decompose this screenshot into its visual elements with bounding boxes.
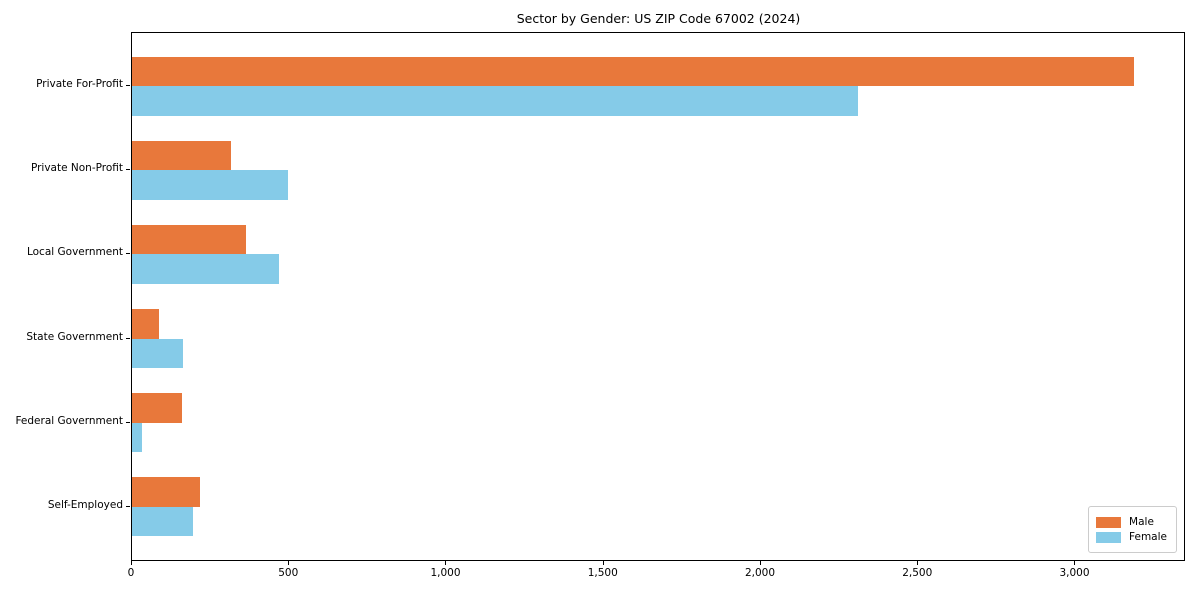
x-tick-mark	[759, 561, 761, 565]
y-tick-label: Private For-Profit	[36, 78, 123, 91]
y-tick-label: State Government	[26, 330, 123, 343]
y-tick-mark	[126, 421, 130, 423]
bar-male-0	[132, 56, 1134, 87]
legend-entry-male: Male	[1096, 516, 1167, 528]
legend-label: Male	[1129, 516, 1154, 528]
x-tick-mark	[445, 561, 447, 565]
bar-female-1	[132, 170, 288, 200]
y-tick-mark	[126, 253, 130, 255]
y-tick-label: Private Non-Profit	[30, 162, 123, 175]
legend-label: Female	[1129, 531, 1167, 543]
bar-male-2	[132, 225, 246, 255]
x-tick-mark	[288, 561, 290, 565]
x-tick-label: 1,000	[430, 567, 461, 579]
bar-female-5	[132, 506, 193, 537]
y-tick-mark	[126, 505, 130, 507]
y-tick-mark	[126, 169, 130, 171]
legend-swatch-male-icon	[1096, 516, 1122, 528]
x-tick-label: 3,000	[1059, 567, 1090, 579]
x-tick-mark	[1074, 561, 1076, 565]
x-tick-label: 500	[278, 567, 299, 579]
x-tick-mark	[602, 561, 604, 565]
x-tick-label: 2,000	[744, 567, 776, 579]
x-tick-label: 1,500	[587, 567, 618, 579]
bar-male-4	[132, 393, 182, 423]
x-tick-mark	[917, 561, 919, 565]
bar-female-3	[132, 338, 183, 368]
y-tick-mark	[126, 337, 130, 339]
x-tick-label: 0	[127, 567, 135, 579]
legend-swatch-female-icon	[1096, 531, 1122, 543]
y-tick-label: Federal Government	[15, 414, 123, 427]
bar-female-0	[132, 86, 858, 116]
chart-title: Sector by Gender: US ZIP Code 67002 (202…	[516, 11, 801, 26]
legend: Male Female	[1088, 506, 1177, 553]
x-tick-label: 2,500	[902, 567, 933, 579]
y-tick-label: Self-Employed	[47, 498, 123, 511]
x-tick-mark	[131, 561, 132, 565]
bar-male-1	[132, 141, 231, 171]
y-tick-mark	[126, 85, 130, 87]
bar-male-3	[132, 309, 160, 339]
plot-area: Male Female	[131, 32, 1185, 561]
bar-female-2	[132, 254, 279, 284]
y-tick-label: Local Government	[26, 246, 123, 259]
bar-female-4	[132, 422, 143, 452]
bar-male-5	[132, 477, 200, 507]
legend-entry-female: Female	[1096, 531, 1167, 543]
